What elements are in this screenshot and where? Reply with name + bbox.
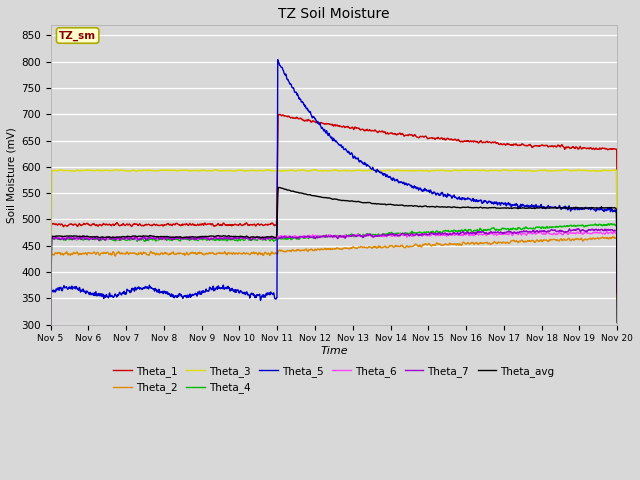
Theta_3 bbox=[159, 167, 166, 173]
Theta_3 bbox=[613, 271, 621, 277]
Theta_4 bbox=[613, 286, 621, 291]
Theta_avg bbox=[613, 320, 621, 325]
Theta_avg bbox=[47, 376, 54, 382]
Theta_1 bbox=[613, 230, 621, 236]
Theta_2 bbox=[47, 365, 54, 371]
X-axis label: Time: Time bbox=[320, 346, 348, 356]
Theta_6 bbox=[173, 234, 180, 240]
Theta_avg bbox=[497, 205, 504, 211]
Theta_4 bbox=[47, 357, 54, 363]
Theta_5 bbox=[422, 187, 430, 192]
Theta_avg bbox=[173, 234, 180, 240]
Theta_3 bbox=[310, 167, 318, 172]
Theta_3 bbox=[47, 324, 54, 330]
Theta_1 bbox=[159, 223, 166, 229]
Text: TZ_sm: TZ_sm bbox=[59, 30, 96, 41]
Theta_avg bbox=[236, 234, 244, 240]
Theta_avg bbox=[275, 184, 282, 190]
Theta_2 bbox=[496, 240, 504, 245]
Theta_1 bbox=[422, 133, 430, 139]
Theta_avg bbox=[159, 234, 166, 240]
Theta_2 bbox=[173, 252, 180, 257]
Theta_2 bbox=[546, 237, 554, 242]
Theta_1 bbox=[497, 141, 504, 147]
Theta_avg bbox=[547, 205, 554, 211]
Theta_5 bbox=[236, 289, 244, 295]
Theta_6 bbox=[422, 232, 429, 238]
Theta_1 bbox=[236, 221, 244, 227]
Theta_7 bbox=[613, 290, 621, 296]
Theta_5 bbox=[47, 383, 54, 388]
Theta_7 bbox=[47, 358, 54, 363]
Theta_4 bbox=[607, 221, 614, 227]
Title: TZ Soil Moisture: TZ Soil Moisture bbox=[278, 7, 390, 21]
Y-axis label: Soil Moisture (mV): Soil Moisture (mV) bbox=[7, 127, 17, 223]
Theta_2 bbox=[613, 297, 621, 302]
Theta_4 bbox=[159, 236, 166, 241]
Theta_2 bbox=[159, 251, 166, 256]
Theta_5 bbox=[613, 207, 621, 213]
Theta_avg bbox=[422, 203, 430, 209]
Line: Theta_4: Theta_4 bbox=[51, 224, 617, 360]
Theta_6 bbox=[236, 235, 244, 241]
Theta_4 bbox=[236, 237, 244, 242]
Theta_3 bbox=[173, 168, 180, 174]
Line: Theta_3: Theta_3 bbox=[51, 169, 617, 327]
Theta_3 bbox=[497, 168, 504, 174]
Theta_2 bbox=[610, 234, 618, 240]
Theta_4 bbox=[173, 237, 180, 242]
Theta_7 bbox=[575, 226, 582, 232]
Theta_3 bbox=[236, 168, 244, 173]
Theta_4 bbox=[422, 229, 429, 235]
Theta_3 bbox=[547, 168, 554, 174]
Line: Theta_2: Theta_2 bbox=[51, 237, 617, 368]
Theta_7 bbox=[422, 231, 429, 237]
Legend: Theta_1, Theta_2, Theta_3, Theta_4, Theta_5, Theta_6, Theta_7, Theta_avg: Theta_1, Theta_2, Theta_3, Theta_4, Thet… bbox=[109, 362, 559, 397]
Line: Theta_1: Theta_1 bbox=[51, 114, 617, 353]
Theta_2 bbox=[236, 251, 244, 256]
Theta_6 bbox=[613, 292, 621, 298]
Theta_6 bbox=[159, 234, 166, 240]
Theta_6 bbox=[610, 228, 618, 234]
Theta_4 bbox=[496, 227, 504, 232]
Line: Theta_7: Theta_7 bbox=[51, 229, 617, 360]
Theta_6 bbox=[496, 231, 504, 237]
Theta_5 bbox=[274, 57, 282, 62]
Theta_7 bbox=[496, 230, 504, 236]
Theta_2 bbox=[422, 241, 429, 247]
Theta_7 bbox=[159, 236, 166, 241]
Theta_1 bbox=[47, 350, 54, 356]
Line: Theta_avg: Theta_avg bbox=[51, 187, 617, 379]
Theta_5 bbox=[497, 202, 504, 208]
Theta_6 bbox=[47, 357, 54, 362]
Theta_1 bbox=[547, 144, 554, 149]
Theta_7 bbox=[236, 235, 244, 241]
Line: Theta_5: Theta_5 bbox=[51, 60, 617, 385]
Theta_7 bbox=[173, 235, 180, 241]
Theta_7 bbox=[546, 228, 554, 234]
Theta_5 bbox=[547, 204, 554, 210]
Theta_3 bbox=[422, 168, 430, 173]
Line: Theta_6: Theta_6 bbox=[51, 231, 617, 360]
Theta_6 bbox=[546, 231, 554, 237]
Theta_5 bbox=[159, 288, 166, 294]
Theta_1 bbox=[276, 111, 284, 117]
Theta_4 bbox=[546, 224, 554, 230]
Theta_1 bbox=[173, 220, 180, 226]
Theta_5 bbox=[173, 293, 180, 299]
